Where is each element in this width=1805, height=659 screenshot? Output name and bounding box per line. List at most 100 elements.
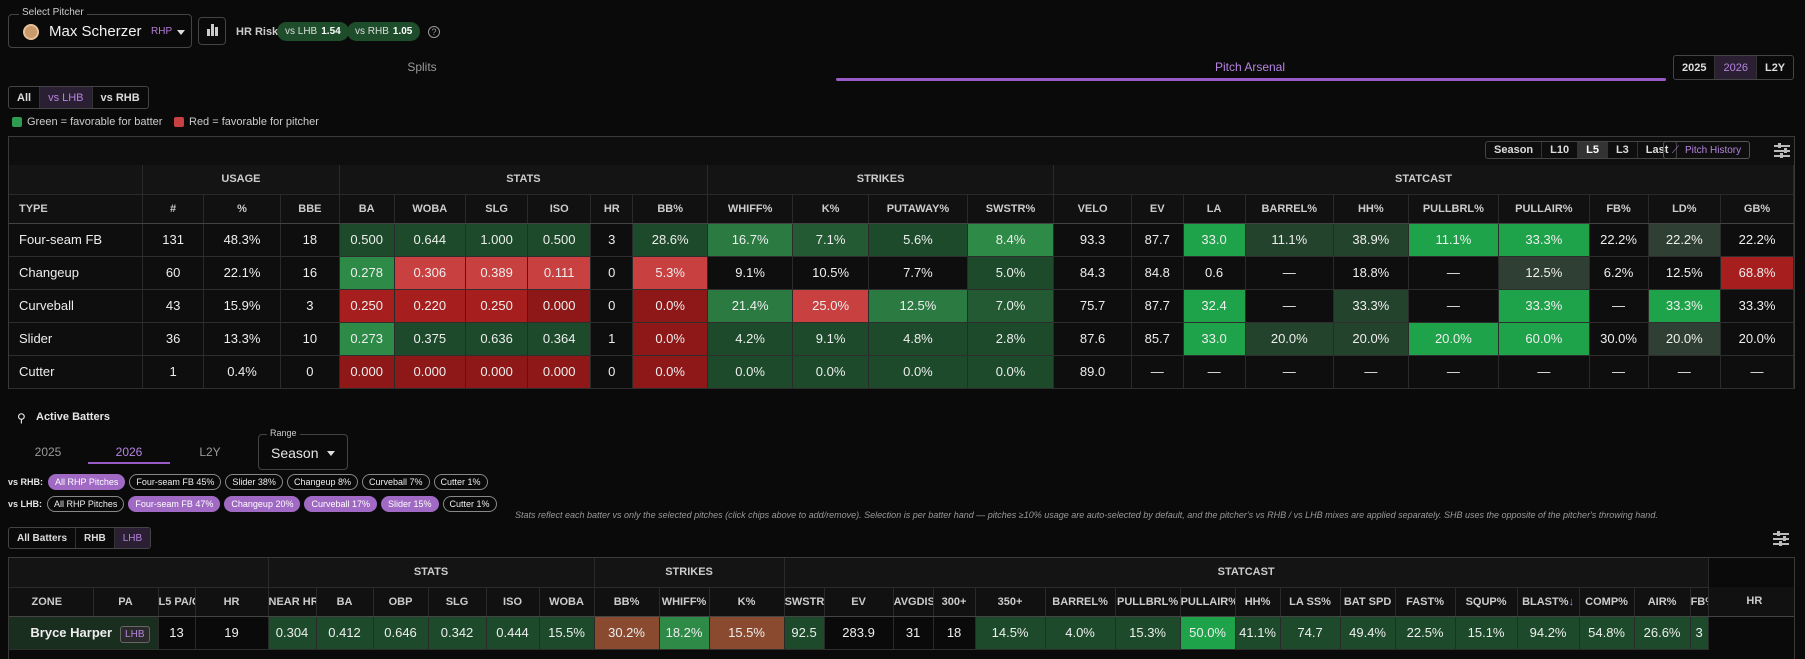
table-row[interactable]: Curveball 43 15.9% 3 0.250 0.220 0.250 0.000 0 0.… — [9, 289, 1794, 323]
col-type[interactable]: TYPE — [9, 194, 144, 224]
chip-rhb-slider[interactable]: Slider 38% — [225, 474, 283, 490]
bar-chart-button[interactable] — [198, 17, 226, 45]
batters-year-2025[interactable]: 2025 — [34, 445, 62, 459]
chip-lhb-all[interactable]: All RHP Pitches — [47, 496, 125, 512]
period-season[interactable]: Season — [1486, 142, 1543, 158]
col-hh[interactable]: HH% — [1333, 194, 1409, 224]
col-iso[interactable]: ISO — [486, 587, 540, 617]
split-vs-rhb[interactable]: vs RHB — [100, 91, 140, 104]
chip-lhb-curveball[interactable]: Curveball 17% — [304, 496, 377, 512]
settings-sliders-icon[interactable] — [1774, 143, 1790, 158]
col-barrel[interactable]: BARREL% — [1045, 587, 1116, 617]
period-last[interactable]: Last — [1645, 144, 1669, 156]
chip-lhb-cutter[interactable]: Cutter 1% — [442, 496, 497, 512]
chip-rhb-curveball[interactable]: Curveball 7% — [361, 474, 430, 490]
col-pullair[interactable]: PULLAIR% — [1498, 194, 1590, 224]
col-ba[interactable]: BA — [339, 194, 395, 224]
col-350[interactable]: 350+ — [975, 587, 1046, 617]
batters-year-2026[interactable]: 2026 — [115, 445, 143, 459]
col-near-hr[interactable]: NEAR HR — [268, 587, 317, 617]
col-ev[interactable]: EV — [1131, 194, 1184, 224]
col-ev[interactable]: EV — [824, 587, 894, 617]
col-barrel[interactable]: BARREL% — [1245, 194, 1334, 224]
period-l3[interactable]: L3 — [1608, 142, 1638, 158]
col-woba[interactable]: WOBA — [539, 587, 595, 617]
col-slg[interactable]: SLG — [465, 194, 529, 224]
col-ld[interactable]: LD% — [1648, 194, 1722, 224]
settings-sliders-icon[interactable] — [1773, 531, 1789, 546]
table-row[interactable]: Slider 36 13.3% 10 0.273 0.375 0.636 0.364 1 0.0%… — [9, 322, 1794, 356]
col-bb[interactable]: BB% — [632, 194, 709, 224]
col-whiff[interactable]: WHIFF% — [659, 587, 710, 617]
col-velo[interactable]: VELO — [1053, 194, 1132, 224]
col-hh[interactable]: HH% — [1235, 587, 1281, 617]
col-hr[interactable]: HR — [590, 194, 634, 224]
filter-lhb[interactable]: LHB — [114, 528, 151, 548]
year-2026[interactable]: 2026 — [1715, 56, 1757, 79]
col-hr[interactable]: HR — [195, 587, 269, 617]
col-comp[interactable]: COMP% — [1579, 587, 1635, 617]
col-la-ss[interactable]: LA SS% — [1280, 587, 1341, 617]
help-icon[interactable]: ? — [428, 26, 440, 38]
chip-lhb-fourseam[interactable]: Four-seam FB 47% — [128, 496, 221, 512]
col-bat-spd[interactable]: BAT SPD — [1340, 587, 1396, 617]
col-300[interactable]: 300+ — [933, 587, 976, 617]
col-swstr[interactable]: SWSTR% — [784, 587, 825, 617]
col-air[interactable]: AIR% — [1634, 587, 1691, 617]
tab-splits[interactable]: Splits — [407, 60, 437, 74]
col-pullbrl[interactable]: PULLBRL% — [1115, 587, 1181, 617]
col-l5-pa-g[interactable]: L5 PA/G — [158, 587, 196, 617]
col-swstr[interactable]: SWSTR% — [967, 194, 1055, 224]
col-hr[interactable]: HR — [1708, 587, 1794, 617]
col-zone[interactable]: ZONE — [9, 587, 94, 617]
col-bb[interactable]: BB% — [594, 587, 660, 617]
col-blank[interactable]: # — [142, 194, 205, 224]
col-slg[interactable]: SLG — [428, 587, 487, 617]
filter-rhb[interactable]: RHB — [76, 528, 115, 548]
col-putaway[interactable]: PUTAWAY% — [868, 194, 968, 224]
col-whiff[interactable]: WHIFF% — [707, 194, 794, 224]
col-k[interactable]: K% — [709, 587, 785, 617]
period-l10[interactable]: L10 — [1542, 142, 1579, 158]
tab-pitch-arsenal[interactable]: Pitch Arsenal — [1214, 60, 1286, 74]
col-la[interactable]: LA — [1183, 194, 1246, 224]
chip-lhb-changeup[interactable]: Changeup 20% — [224, 496, 301, 512]
col-pa[interactable]: PA — [93, 587, 159, 617]
chip-lhb-slider[interactable]: Slider 15% — [381, 496, 439, 512]
col-bbe[interactable]: BBE — [280, 194, 340, 224]
range-select[interactable]: Range Season — [258, 428, 348, 470]
split-all[interactable]: All — [9, 87, 41, 108]
col-pullair[interactable]: PULLAIR% — [1180, 587, 1236, 617]
batter-name[interactable]: Bryce Harper — [30, 625, 113, 640]
col-obp[interactable]: OBP — [373, 587, 429, 617]
split-vs-lhb[interactable]: vs LHB — [40, 87, 93, 108]
year-2025[interactable]: 2025 — [1674, 56, 1716, 79]
col-woba[interactable]: WOBA — [394, 194, 467, 224]
chip-rhb-fourseam[interactable]: Four-seam FB 45% — [129, 474, 222, 490]
chip-rhb-changeup[interactable]: Changeup 8% — [286, 474, 358, 490]
col-avgdist[interactable]: AVGDIST — [893, 587, 934, 617]
filter-all-batters[interactable]: All Batters — [9, 528, 77, 548]
batters-year-l2y[interactable]: L2Y — [199, 445, 221, 459]
table-row[interactable]: Four-seam FB 131 48.3% 18 0.500 0.644 1.000 0.5… — [9, 223, 1794, 257]
period-l5[interactable]: L5 — [1578, 142, 1608, 158]
year-l2y[interactable]: L2Y — [1764, 61, 1786, 74]
col-blank[interactable]: % — [203, 194, 281, 224]
col-fb[interactable]: FB% — [1690, 587, 1709, 617]
col-iso[interactable]: ISO — [527, 194, 592, 224]
chip-rhb-cutter[interactable]: Cutter 1% — [433, 474, 488, 490]
pitch-history-button[interactable]: ⟋ Pitch History — [1663, 141, 1751, 159]
col-fb[interactable]: FB% — [1589, 194, 1649, 224]
col-k[interactable]: K% — [792, 194, 869, 224]
col-fast[interactable]: FAST% — [1395, 587, 1456, 617]
chip-rhb-all[interactable]: All RHP Pitches — [48, 474, 126, 490]
col-pullbrl[interactable]: PULLBRL% — [1408, 194, 1500, 224]
col-squp[interactable]: SQUP% — [1455, 587, 1518, 617]
col-ba[interactable]: BA — [316, 587, 374, 617]
col-gb[interactable]: GB% — [1720, 194, 1794, 224]
table-row[interactable]: Cutter 1 0.4% 0 0.000 0.000 0.000 0.000 0 0.0% 0.0… — [9, 355, 1794, 389]
pitcher-select[interactable]: Select Pitcher Max Scherzer RHP — [8, 7, 192, 48]
table-row[interactable]: Changeup 60 22.1% 16 0.278 0.306 0.389 0.111 0 5.… — [9, 256, 1794, 290]
table-row[interactable]: Bryce Harper LHB 13 19 0.304 0.412 0.646 0.342 0… — [9, 616, 1794, 650]
col-blast[interactable]: BLAST%↓ — [1517, 587, 1580, 617]
